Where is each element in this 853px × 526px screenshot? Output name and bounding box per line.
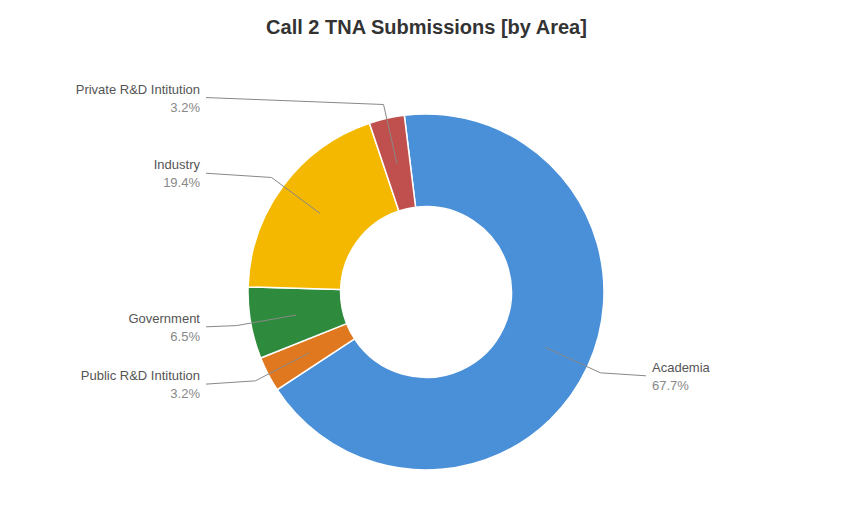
leader-line [206, 173, 320, 213]
slice-label: Private R&D Intitution [76, 82, 200, 97]
data-label: 6.5% [170, 329, 200, 344]
leader-line [206, 353, 309, 384]
slice [248, 123, 399, 289]
data-label: 3.2% [170, 100, 200, 115]
slice-label: Government [128, 311, 200, 326]
slice-label: Academia [652, 360, 711, 375]
data-label: 3.2% [170, 386, 200, 401]
slice-label: Industry [154, 157, 201, 172]
leader-line [206, 315, 296, 327]
slice [248, 287, 347, 358]
data-label: 19.4% [163, 175, 200, 190]
slice [369, 115, 415, 211]
data-label: 67.7% [652, 378, 689, 393]
chart-svg: Call 2 TNA Submissions [by Area] Academia… [0, 0, 853, 526]
annotations: Academia 67.7% Public R&D Intitution 3.2% Go… [76, 82, 711, 402]
slices [248, 114, 604, 470]
slice-label: Public R&D Intitution [81, 368, 200, 383]
chart-title: Call 2 TNA Submissions [by Area] [266, 16, 587, 38]
leader-line [206, 98, 397, 164]
leader-line [546, 347, 646, 375]
